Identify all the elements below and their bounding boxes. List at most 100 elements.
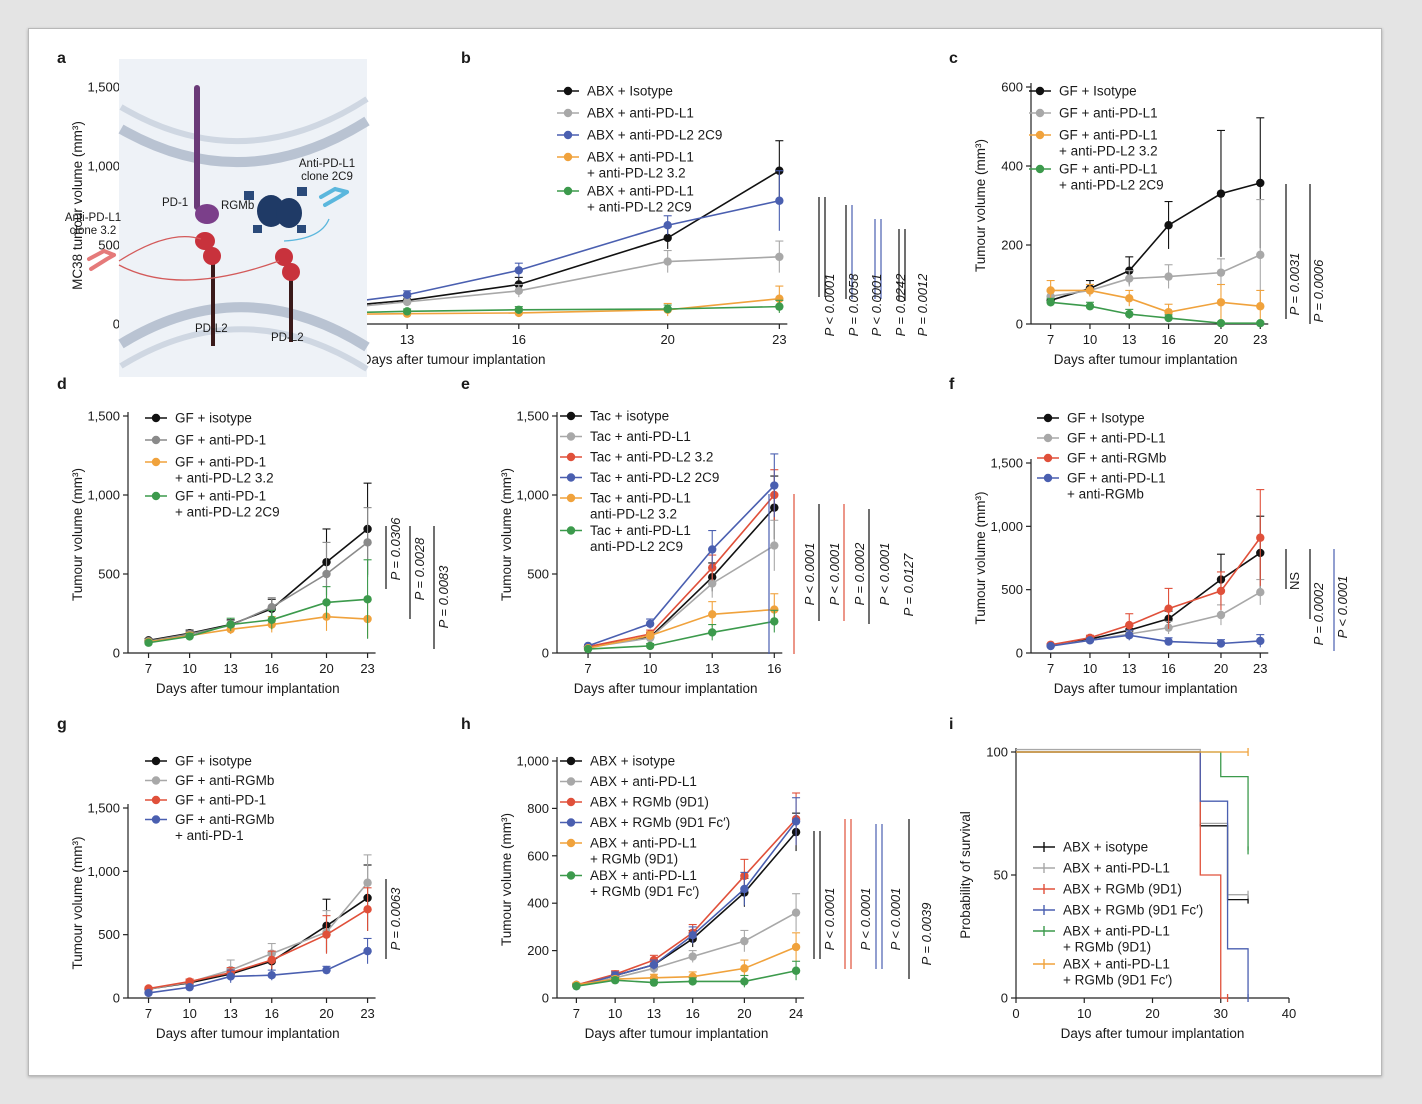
- panel-i: i 0 50 100 0 10 20 30 40 Days after tumour implan…: [949, 716, 1296, 1041]
- legend-label: GF + isotype: [175, 754, 252, 769]
- legend-swatch-dot: [566, 756, 576, 766]
- data-point: [770, 617, 779, 626]
- legend-label: + RGMb (9D1 Fc′): [1063, 973, 1172, 988]
- y-tick-label: 600: [527, 848, 549, 863]
- data-point: [663, 257, 672, 266]
- data-point: [688, 930, 697, 940]
- p-value-label: P < 0.0001: [822, 274, 837, 337]
- x-tick-label: 16: [767, 661, 781, 676]
- y-tick-label: 500: [1001, 582, 1023, 597]
- panel-label: d: [57, 376, 67, 393]
- significance-annotations: P < 0.0001 P < 0.0001 P = 0.0002 P < 0.0001…: [768, 494, 916, 654]
- y-axis-label: Tumour volume (mm³): [973, 139, 988, 272]
- legend-label: GF + anti-PD-1: [175, 489, 266, 504]
- data-point: [226, 620, 235, 629]
- series-line: [587, 544, 775, 649]
- data-point: [363, 878, 372, 887]
- series-line: [1050, 289, 1261, 313]
- series-line: [148, 950, 368, 994]
- legend-label: GF + anti-PD-L1: [1059, 106, 1158, 121]
- diagram-label: PD-L2: [195, 323, 228, 335]
- panel-label: c: [949, 50, 958, 67]
- legend-label: + anti-PD-L2 2C9: [1059, 178, 1164, 193]
- y-tick-label: 1,500: [87, 409, 120, 424]
- x-tick-label: 20: [737, 1006, 751, 1021]
- data-point: [583, 644, 593, 654]
- p-value-label: P < 0.0001: [822, 888, 837, 951]
- significance-annotations: P = 0.0306 P = 0.0028 P = 0.0083: [385, 517, 451, 649]
- legend-label: GF + Isotype: [1059, 84, 1137, 99]
- data-point: [1216, 189, 1226, 198]
- legend-label: GF + isotype: [175, 411, 252, 426]
- legend-swatch-dot: [566, 797, 576, 807]
- x-axis-label: Days after tumour implantation: [1054, 681, 1238, 696]
- series-line: [576, 946, 797, 986]
- p-value-label: P = 0.0006: [1311, 259, 1326, 323]
- data-point: [514, 305, 524, 314]
- series-line: [576, 911, 797, 986]
- legend-label: GF + anti-PD-1: [175, 455, 266, 470]
- x-tick-label: 7: [573, 1006, 580, 1021]
- data-point: [770, 481, 779, 490]
- legend-label: anti-PD-L2 2C9: [590, 539, 683, 554]
- series-line: [1050, 634, 1261, 647]
- y-tick-label: 100: [986, 745, 1008, 760]
- data-point: [1046, 286, 1055, 295]
- rgmb-foot-left: [253, 225, 262, 233]
- panel-e: e 0 500 1,000 1,500 7 10 13 16 Days after tumour …: [461, 376, 916, 696]
- legend-label: + RGMb (9D1): [1063, 940, 1151, 955]
- legend-swatch-dot: [566, 838, 576, 848]
- legend-swatch-dot: [1043, 473, 1053, 483]
- p-value-label: P < 0.0001: [827, 543, 842, 606]
- x-tick-label: 24: [789, 1006, 803, 1021]
- legend-label: ABX + RGMb (9D1): [1063, 882, 1182, 897]
- pd1-stalk: [194, 85, 200, 210]
- rgmb-link-right: [297, 187, 307, 196]
- panel-label: a: [57, 50, 66, 67]
- data-point: [688, 977, 697, 986]
- x-tick-label: 16: [512, 332, 526, 347]
- data-point: [1125, 309, 1134, 319]
- data-point: [1256, 178, 1265, 188]
- x-tick-label: 16: [685, 1006, 699, 1021]
- data-point: [1256, 588, 1265, 597]
- p-value-label: P = 0.0242: [893, 273, 908, 337]
- legend-swatch-dot: [1043, 453, 1053, 463]
- legend: GF + isotype GF + anti-PD-1 GF + anti-PD-1…: [145, 411, 280, 520]
- series-line: [1050, 254, 1261, 298]
- y-tick-label: 0: [542, 991, 549, 1006]
- data-point: [1164, 221, 1173, 230]
- rgmb-domain-right: [276, 198, 302, 228]
- panel-h: h 0 200 400 600 800 1,000 7 10 13 16 20 24 Days after…: [461, 716, 934, 1041]
- y-tick-label: 1,000: [87, 159, 120, 174]
- legend-swatch-dot: [151, 795, 161, 805]
- y-axis-label: MC38 tumour volume (mm³): [70, 121, 85, 290]
- top-cell-membrane-inner: [119, 96, 369, 145]
- data-point: [740, 977, 749, 986]
- diagram-label: clone 3.2: [70, 225, 117, 237]
- x-axis-label: Days after tumour implantation: [156, 1026, 340, 1041]
- series-line: [576, 820, 797, 987]
- x-tick-label: 10: [182, 1006, 196, 1021]
- series-3: [1046, 297, 1265, 328]
- data-point: [791, 942, 801, 952]
- series-4: [572, 932, 801, 990]
- x-tick-label: 16: [1161, 332, 1175, 347]
- x-tick-label: 20: [319, 661, 333, 676]
- legend-swatch-dot: [151, 776, 161, 785]
- diagram-label: RGMb: [221, 200, 254, 212]
- x-tick-label: 40: [1282, 1006, 1296, 1021]
- p-value-label: P = 0.0058: [846, 273, 861, 337]
- data-point: [1125, 631, 1134, 640]
- data-point: [322, 598, 331, 607]
- legend-swatch-dot: [151, 413, 161, 423]
- legend-swatch-dot: [1043, 413, 1053, 423]
- x-axis-label: Days after tumour implantation: [574, 681, 758, 696]
- legend-swatch-dot: [566, 493, 576, 503]
- data-point: [1164, 307, 1173, 317]
- p-value-label: P < 0.0001: [877, 543, 892, 606]
- data-point: [402, 297, 412, 307]
- data-point: [649, 978, 659, 987]
- legend-label: ABX + anti-PD-L1: [590, 774, 697, 789]
- series-5: [583, 609, 779, 654]
